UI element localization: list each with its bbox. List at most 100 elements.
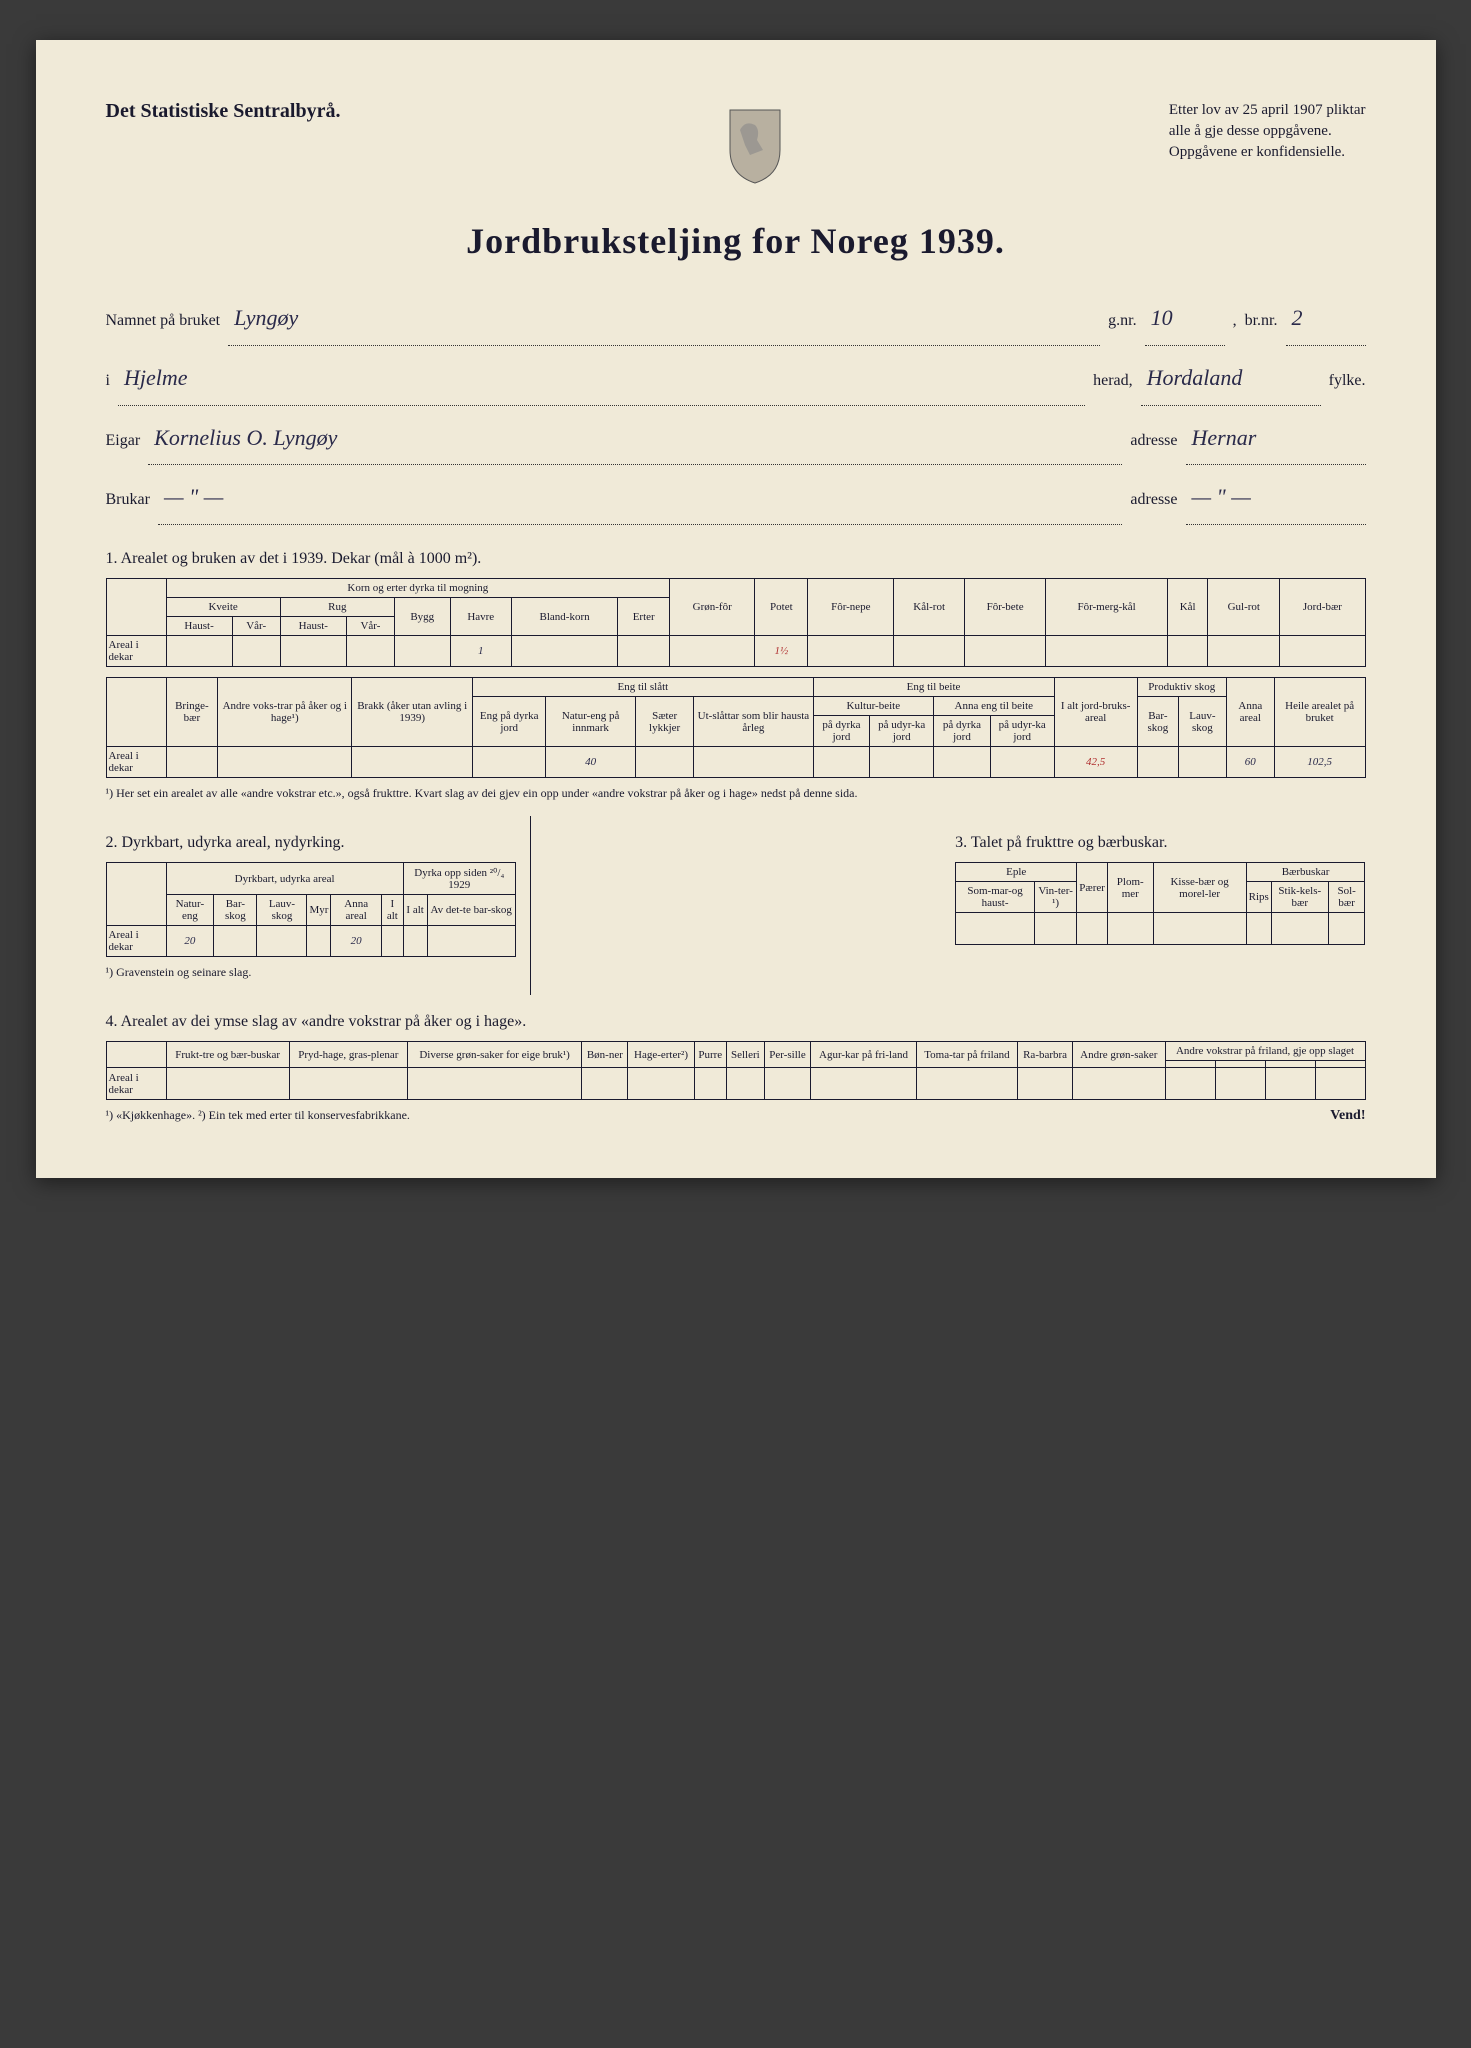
cell: 102,5 <box>1274 747 1365 778</box>
col-group: Dyrka opp siden ²⁰/₄ 1929 <box>403 863 515 895</box>
col: Jord-bær <box>1280 579 1365 636</box>
col: Rips <box>1246 882 1271 913</box>
col: Bar-skog <box>1137 697 1178 747</box>
section1-footnote: ¹) Her set ein arealet av alle «andre vo… <box>106 784 1366 802</box>
cell: 40 <box>546 747 636 778</box>
col: Bringe-bær <box>166 678 218 747</box>
col-group: Andre vokstrar på friland, gje opp slage… <box>1165 1042 1365 1061</box>
section4-heading: 4. Arealet av dei ymse slag av «andre vo… <box>106 1013 1366 1031</box>
col: Anna areal <box>1226 678 1274 747</box>
label: herad, <box>1093 362 1133 400</box>
col: Havre <box>450 598 511 636</box>
col: Sæter lykkjer <box>635 697 693 747</box>
col: Selleri <box>726 1042 764 1068</box>
col: Fôr-nepe <box>808 579 894 636</box>
label: Eigar <box>106 422 141 460</box>
col: Eng på dyrka jord <box>473 697 546 747</box>
col: Av det-te bar-skog <box>427 895 515 926</box>
law-line: Etter lov av 25 april 1907 pliktar <box>1169 100 1366 121</box>
col: Eple <box>956 863 1077 882</box>
label: fylke. <box>1329 362 1366 400</box>
legal-notice: Etter lov av 25 april 1907 pliktar alle … <box>1169 100 1366 163</box>
table2: Dyrkbart, udyrka areal Dyrka opp siden ²… <box>106 862 516 957</box>
col-group: Eng til slått <box>473 678 813 697</box>
label: Namnet på bruket <box>106 302 221 340</box>
col: Bland-korn <box>511 598 617 636</box>
col: Fôr-bete <box>965 579 1046 636</box>
table1a: Korn og erter dyrka til mogning Grøn-fôr… <box>106 578 1366 667</box>
col: Ra-barbra <box>1018 1042 1073 1068</box>
row-label: Areal i dekar <box>106 1068 166 1100</box>
field-gnr: 10 <box>1145 292 1225 346</box>
col: Vår- <box>346 617 394 636</box>
col: Vår- <box>232 617 280 636</box>
field-brnr: 2 <box>1286 292 1366 346</box>
field-adresse: Hernar <box>1186 412 1366 466</box>
label: i <box>106 362 110 400</box>
col: I alt jord-bruks-areal <box>1054 678 1137 747</box>
col: Rug <box>280 598 394 617</box>
col: Som-mar-og haust- <box>956 882 1035 913</box>
col: Fôr-merg-kål <box>1046 579 1168 636</box>
cell: 20 <box>331 926 382 957</box>
header: Det Statistiske Sentralbyrå. Etter lov a… <box>106 100 1366 190</box>
table4: Frukt-tre og bær-buskar Pryd-hage, gras-… <box>106 1041 1366 1100</box>
field-herad: Hjelme <box>118 352 1085 406</box>
table1b: Bringe-bær Andre voks-trar på åker og i … <box>106 677 1366 778</box>
col: Per-sille <box>764 1042 811 1068</box>
cell: 42,5 <box>1054 747 1137 778</box>
col-group: Korn og erter dyrka til mogning <box>166 579 670 598</box>
col: Andre grøn-saker <box>1073 1042 1165 1068</box>
col: Erter <box>618 598 670 636</box>
page-title: Jordbruksteljing for Noreg 1939. <box>106 220 1366 262</box>
sections-2-3: 2. Dyrkbart, udyrka areal, nydyrking. Dy… <box>106 816 1366 995</box>
col: Potet <box>755 579 808 636</box>
table3: Eple Pærer Plom-mer Kisse-bær og morel-l… <box>955 862 1365 945</box>
col: Heile arealet på bruket <box>1274 678 1365 747</box>
coat-of-arms-icon <box>720 100 790 190</box>
col-group: Eng til beite <box>813 678 1054 697</box>
col: I alt <box>381 895 403 926</box>
col: Lauv-skog <box>257 895 307 926</box>
col: Ut-slåttar som blir hausta årleg <box>694 697 813 747</box>
col: på udyr-ka jord <box>870 716 934 747</box>
field-fylke: Hordaland <box>1141 352 1321 406</box>
label: adresse <box>1130 422 1177 460</box>
col: Grøn-fôr <box>670 579 755 636</box>
col: Vin-ter-¹) <box>1034 882 1076 913</box>
cell: 1½ <box>755 636 808 667</box>
section2-heading: 2. Dyrkbart, udyrka areal, nydyrking. <box>106 834 516 852</box>
row-label: Areal i dekar <box>106 926 166 957</box>
turn-page: Vend! <box>1330 1108 1365 1124</box>
section3-footnote: ¹) Gravenstein og seinare slag. <box>106 963 516 981</box>
field-brukar: — " — <box>158 471 1122 525</box>
col: Bar-skog <box>214 895 257 926</box>
col: Purre <box>694 1042 726 1068</box>
field-eigar: Kornelius O. Lyngøy <box>148 412 1122 466</box>
col: Natur-eng på innmark <box>546 697 636 747</box>
col: Kål-rot <box>894 579 965 636</box>
cell: 1 <box>450 636 511 667</box>
col: Lauv-skog <box>1178 697 1226 747</box>
col: Kultur-beite <box>813 697 933 716</box>
col: Haust- <box>166 617 232 636</box>
col: Pryd-hage, gras-plenar <box>289 1042 407 1068</box>
cell: 60 <box>1226 747 1274 778</box>
label: g.nr. <box>1108 302 1136 340</box>
col: I alt <box>403 895 427 926</box>
col: Plom-mer <box>1107 863 1153 913</box>
col: Haust- <box>280 617 346 636</box>
law-line: alle å gje desse oppgåvene. <box>1169 121 1366 142</box>
section3-heading: 3. Talet på frukttre og bærbuskar. <box>955 834 1365 852</box>
col: Kveite <box>166 598 280 617</box>
col: Sol-bær <box>1328 882 1365 913</box>
agency-name: Det Statistiske Sentralbyrå. <box>106 100 341 123</box>
col: Anna eng til beite <box>934 697 1054 716</box>
col: på udyr-ka jord <box>990 716 1054 747</box>
col: Hage-erter²) <box>628 1042 694 1068</box>
col: Gul-rot <box>1208 579 1280 636</box>
section1-heading: 1. Arealet og bruken av det i 1939. Deka… <box>106 550 1366 568</box>
law-line: Oppgåvene er konfidensielle. <box>1169 142 1366 163</box>
field-bruket: Lyngøy <box>228 292 1100 346</box>
label: adresse <box>1130 481 1177 519</box>
